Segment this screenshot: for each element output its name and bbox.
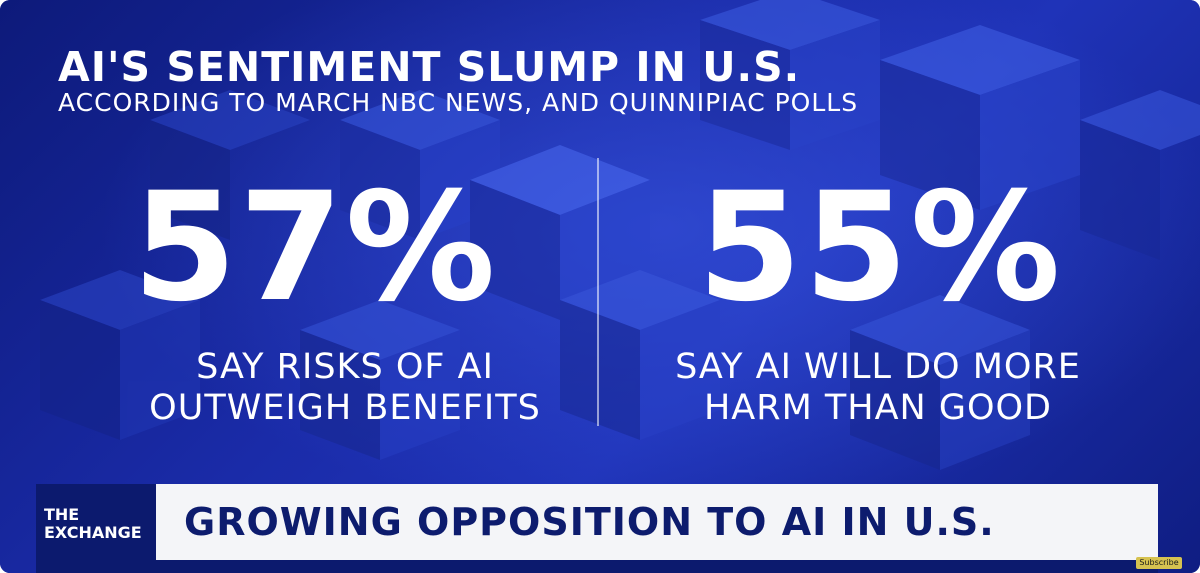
subscribe-button[interactable]: Subscribe	[1136, 557, 1182, 569]
subhead: ACCORDING TO MARCH NBC NEWS, AND QUINNIP…	[58, 88, 859, 117]
banner-text: GROWING OPPOSITION TO AI IN U.S.	[184, 500, 995, 544]
banner-underline	[156, 560, 1158, 573]
lower-third: THE EXCHANGE GROWING OPPOSITION TO AI IN…	[36, 484, 1158, 573]
stat-caption-left: SAY RISKS OF AI OUTWEIGH BENEFITS	[65, 347, 625, 429]
stat-value-left: 57%	[132, 161, 498, 335]
show-name-line2: EXCHANGE	[44, 523, 142, 542]
stat-caption-right: SAY AI WILL DO MORE HARM THAN GOOD	[598, 347, 1158, 429]
headline-banner: GROWING OPPOSITION TO AI IN U.S.	[156, 484, 1158, 560]
stat-value-right: 55%	[697, 161, 1063, 335]
show-name-line1: THE	[44, 505, 80, 524]
show-logo-badge: THE EXCHANGE	[36, 484, 156, 573]
stat-caption-left-line1: SAY RISKS OF AI	[196, 347, 494, 387]
stat-divider	[597, 158, 599, 426]
headline: AI'S SENTIMENT SLUMP IN U.S.	[58, 43, 801, 91]
stat-caption-left-line2: OUTWEIGH BENEFITS	[149, 388, 541, 428]
stat-caption-right-line2: HARM THAN GOOD	[703, 388, 1053, 428]
stat-caption-right-line1: SAY AI WILL DO MORE	[675, 347, 1081, 387]
